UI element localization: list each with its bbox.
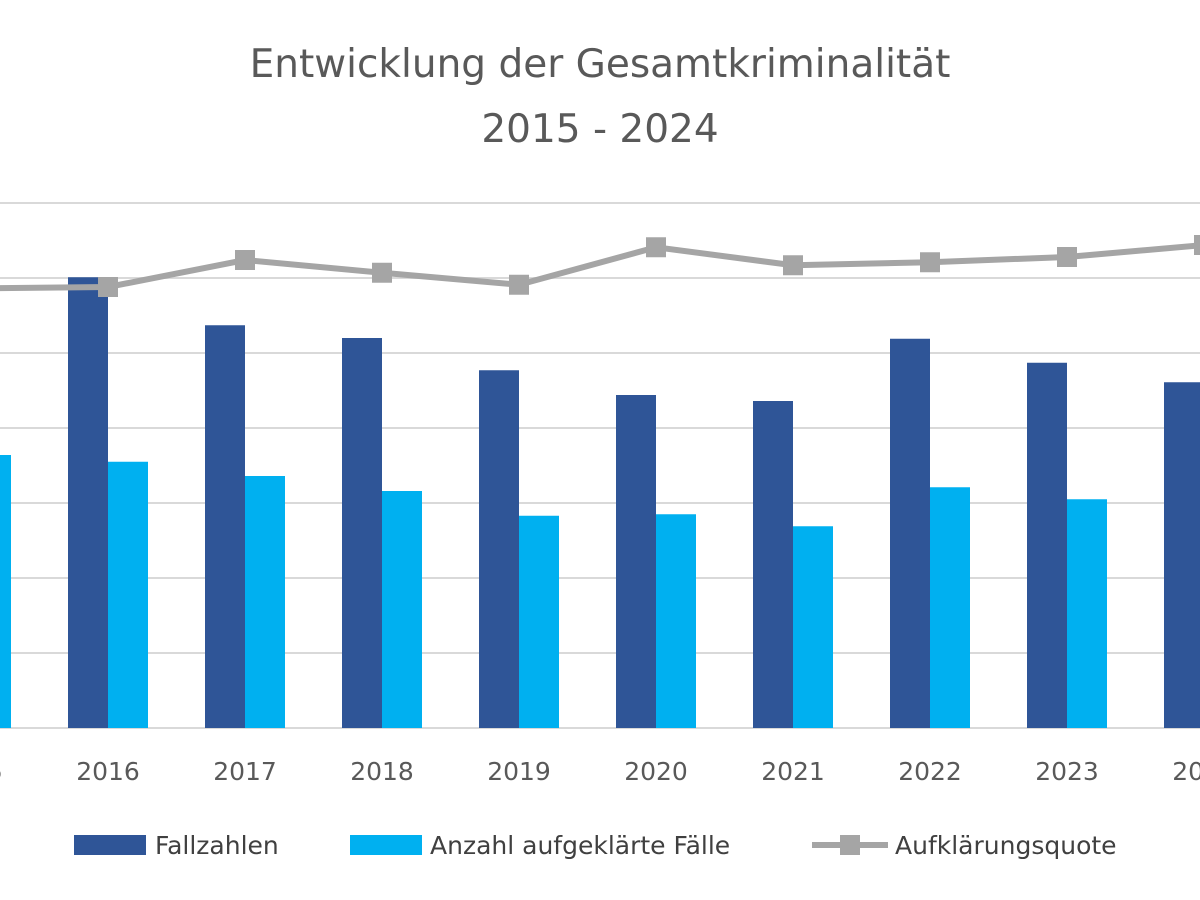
bar-aufgeklaerte-2020: [656, 514, 696, 728]
legend-label-quote: Aufklärungsquote: [895, 831, 1117, 860]
x-tick-label: 2018: [350, 757, 414, 786]
legend-swatch-fallzahlen: [74, 835, 146, 855]
marker-aufklaerungsquote-2023: [1057, 247, 1077, 267]
marker-aufklaerungsquote-2024: [1194, 235, 1200, 255]
line-aufklaerungsquote: [0, 242, 1200, 292]
bar-aufgeklaerte-2019: [519, 515, 559, 728]
bar-fallzahlen-2020: [616, 395, 656, 728]
line-series: [0, 235, 1200, 297]
x-axis-ticks: 2015 2016 2017 2018 2019 2020 2021 2022 2023 2024: [0, 757, 1200, 786]
bar-aufgeklaerte-2021: [793, 526, 833, 728]
marker-aufklaerungsquote-2017: [235, 250, 255, 270]
x-tick-label: 2022: [898, 757, 962, 786]
marker-aufklaerungsquote-2022: [920, 252, 940, 273]
legend-label-aufgeklaerte: Anzahl aufgeklärte Fälle: [430, 831, 730, 860]
bar-fallzahlen-2021: [753, 401, 793, 728]
bar-fallzahlen-2017: [205, 325, 245, 728]
x-tick-label: 2023: [1035, 757, 1099, 786]
bar-fallzahlen-2018: [342, 338, 382, 728]
gridlines: [0, 202, 1200, 729]
legend-label-fallzahlen: Fallzahlen: [155, 831, 279, 860]
bar-fallzahlen-2023: [1027, 362, 1067, 728]
x-tick-label: 2017: [213, 757, 277, 786]
x-tick-label: 2020: [624, 757, 688, 786]
bar-aufgeklaerte-2017: [245, 476, 285, 728]
x-tick-label: 2015: [0, 757, 3, 786]
legend-swatch-aufgeklaerte: [350, 835, 422, 855]
legend-swatch-quote-marker: [840, 835, 860, 855]
bar-aufgeklaerte-2018: [382, 491, 422, 728]
x-tick-label: 2019: [487, 757, 551, 786]
bar-fallzahlen-2019: [479, 370, 519, 728]
marker-aufklaerungsquote-2020: [646, 237, 666, 258]
legend: Fallzahlen Anzahl aufgeklärte Fälle Aufk…: [74, 831, 1117, 860]
bar-aufgeklaerte-2022: [930, 487, 970, 728]
marker-aufklaerungsquote-2018: [372, 262, 392, 283]
marker-aufklaerungsquote-2019: [509, 274, 529, 295]
bar-aufgeklaerte-2016: [108, 461, 148, 728]
bar-aufgeklaerte-2015: [0, 455, 11, 728]
chart-title: Entwicklung der Gesamtkriminalität: [250, 42, 951, 87]
bars: [0, 277, 1200, 728]
marker-aufklaerungsquote-2021: [783, 255, 803, 276]
bar-fallzahlen-2024: [1164, 382, 1200, 728]
bar-aufgeklaerte-2023: [1067, 499, 1107, 728]
marker-aufklaerungsquote-2016: [98, 277, 118, 297]
x-tick-label: 2021: [761, 757, 825, 786]
x-tick-label: 2024: [1172, 757, 1200, 786]
chart-subtitle: 2015 - 2024: [481, 107, 718, 152]
bar-fallzahlen-2022: [890, 338, 930, 728]
x-tick-label: 2016: [76, 757, 140, 786]
bar-fallzahlen-2016: [68, 277, 108, 728]
